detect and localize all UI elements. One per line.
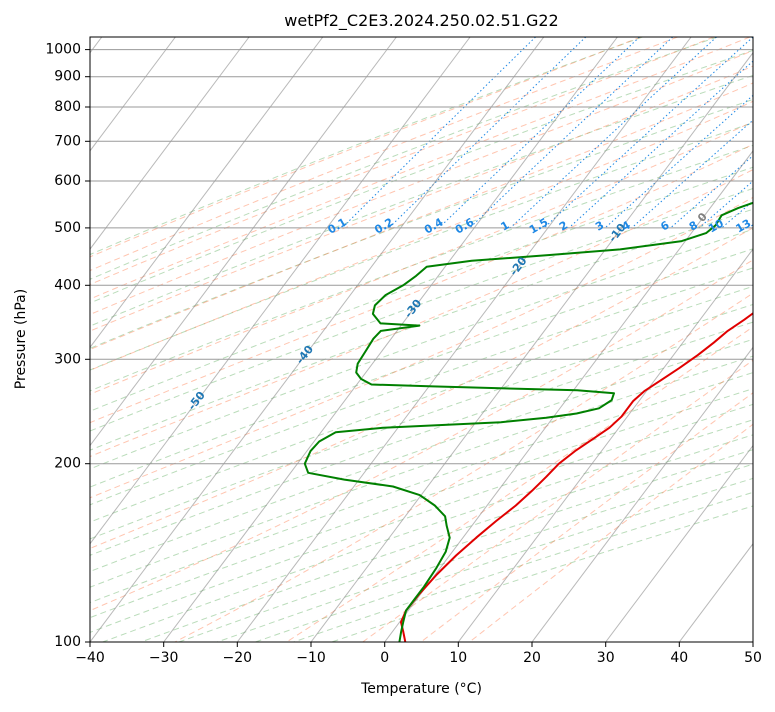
x-tick-label: 10 — [449, 650, 467, 666]
x-tick-label: 20 — [523, 650, 541, 666]
x-tick-label: 40 — [670, 650, 688, 666]
y-tick-label: 200 — [54, 456, 81, 472]
x-tick-label: 30 — [597, 650, 615, 666]
x-tick-label: 0 — [380, 650, 389, 666]
y-axis-label: Pressure (hPa) — [13, 289, 29, 389]
y-tick-label: 800 — [54, 99, 81, 115]
y-tick-label: 600 — [54, 173, 81, 189]
y-tick-label: 400 — [54, 277, 81, 293]
x-tick-label: −40 — [75, 650, 105, 666]
y-tick-label: 500 — [54, 220, 81, 236]
chart-title: wetPf2_C2E3.2024.250.02.51.G22 — [284, 11, 558, 31]
x-axis-label: Temperature (°C) — [360, 681, 482, 697]
x-tick-label: −20 — [223, 650, 253, 666]
y-tick-label: 700 — [54, 133, 81, 149]
x-tick-label: −10 — [296, 650, 326, 666]
y-tick-label: 300 — [54, 351, 81, 367]
y-tick-label: 100 — [54, 634, 81, 650]
x-tick-label: −30 — [149, 650, 179, 666]
y-tick-label: 1000 — [45, 42, 81, 58]
x-tick-label: 50 — [744, 650, 762, 666]
y-tick-label: 900 — [54, 69, 81, 85]
